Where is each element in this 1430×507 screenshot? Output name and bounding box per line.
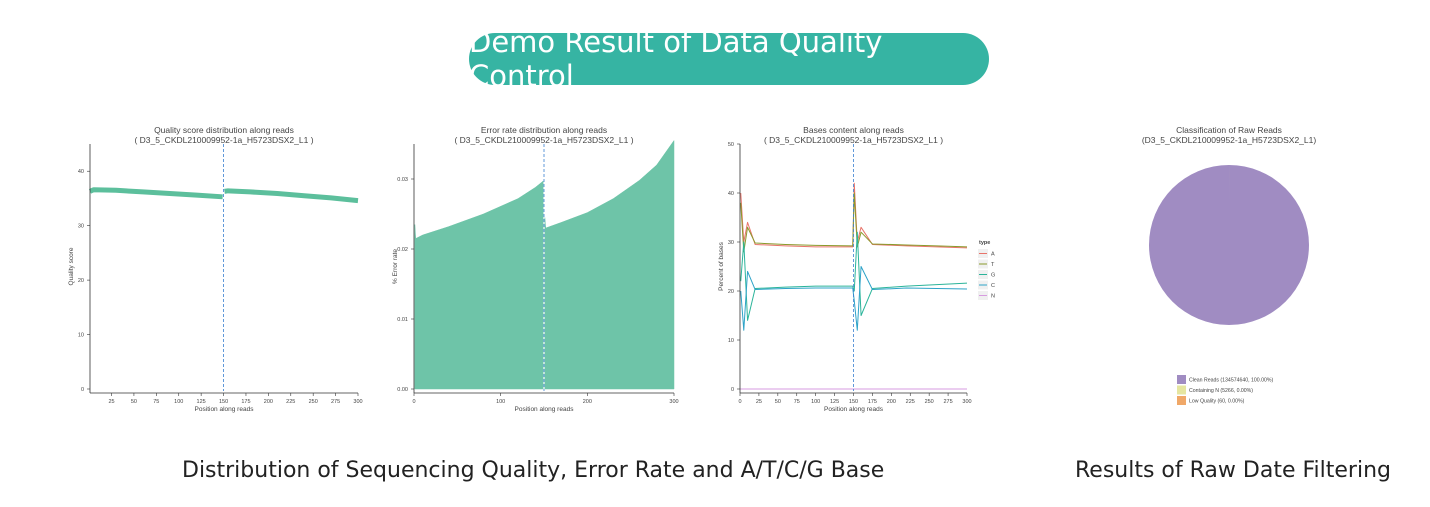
x-axis-label: Position along reads bbox=[824, 406, 884, 413]
y-tick-label: 20 bbox=[728, 289, 734, 295]
legend-label-0: Clean Reads (134574640, 100.00%) bbox=[1189, 378, 1273, 384]
y-tick-label: 50 bbox=[728, 142, 734, 148]
legend-label-T: T bbox=[991, 262, 995, 268]
x-tick-label: 300 bbox=[962, 399, 971, 405]
quality-score-chart-svg: Quality score distribution along reads( … bbox=[68, 125, 363, 413]
error-rate-area-0 bbox=[414, 180, 544, 390]
legend-label-A: A bbox=[991, 252, 995, 258]
x-tick-label: 150 bbox=[219, 399, 228, 405]
x-tick-label: 175 bbox=[868, 399, 877, 405]
x-tick-label: 100 bbox=[496, 399, 505, 405]
y-tick-label: 0.01 bbox=[397, 317, 408, 323]
x-tick-label: 75 bbox=[153, 399, 159, 405]
y-axis-label: % Error rate bbox=[392, 249, 399, 284]
legend-key-2 bbox=[1177, 396, 1186, 405]
x-tick-label: 275 bbox=[331, 399, 340, 405]
x-tick-label: 175 bbox=[241, 399, 250, 405]
x-tick-label: 25 bbox=[756, 399, 762, 405]
x-tick-label: 0 bbox=[412, 399, 415, 405]
chart-title: Quality score distribution along reads bbox=[154, 125, 294, 135]
legend-label-C: C bbox=[991, 283, 995, 289]
x-tick-label: 100 bbox=[174, 399, 183, 405]
error-rate-area-1 bbox=[544, 139, 675, 390]
y-axis-label: Quality score bbox=[68, 247, 75, 285]
x-tick-label: 225 bbox=[906, 399, 915, 405]
chart-title: Error rate distribution along reads bbox=[481, 125, 607, 135]
x-tick-label: 50 bbox=[131, 399, 137, 405]
series-line-0 bbox=[88, 187, 223, 200]
x-tick-label: 300 bbox=[669, 399, 678, 405]
raw-reads-pie-chart-svg: Classification of Raw Reads(D3_5_CKDL210… bbox=[1142, 125, 1317, 405]
x-axis-label: Position along reads bbox=[515, 406, 575, 413]
y-tick-label: 10 bbox=[728, 338, 734, 344]
raw-reads-pie-chart: Classification of Raw Reads (D3_5_CKDL210… bbox=[1119, 124, 1339, 414]
y-tick-label: 0.03 bbox=[397, 177, 408, 183]
x-tick-label: 250 bbox=[925, 399, 934, 405]
y-tick-label: 30 bbox=[78, 224, 84, 230]
x-axis-label: Position along reads bbox=[195, 406, 255, 413]
page-banner: Demo Result of Data Quality Control bbox=[469, 25, 989, 93]
x-tick-label: 275 bbox=[943, 399, 952, 405]
y-tick-label: 20 bbox=[78, 278, 84, 284]
chart-title: Bases content along reads bbox=[803, 125, 904, 135]
caption-left: Distribution of Sequencing Quality, Erro… bbox=[182, 458, 885, 483]
series-line-G bbox=[740, 231, 968, 321]
y-tick-label: 0.00 bbox=[397, 387, 408, 393]
y-tick-label: 40 bbox=[728, 191, 734, 197]
chart-subtitle: ( D3_5_CKDL210009952-1a_H5723DSX2_L1 ) bbox=[764, 135, 943, 145]
x-tick-label: 125 bbox=[830, 399, 839, 405]
chart-subtitle: (D3_5_CKDL210009952-1a_H5723DSX2_L1) bbox=[1142, 135, 1317, 145]
y-tick-label: 10 bbox=[78, 333, 84, 339]
series-line-1 bbox=[224, 188, 359, 204]
legend-label-G: G bbox=[991, 273, 995, 279]
x-tick-label: 75 bbox=[794, 399, 800, 405]
x-tick-label: 250 bbox=[309, 399, 318, 405]
x-tick-label: 0 bbox=[738, 399, 741, 405]
y-tick-label: 0 bbox=[81, 387, 84, 393]
y-tick-label: 40 bbox=[78, 169, 84, 175]
x-tick-label: 25 bbox=[108, 399, 114, 405]
y-tick-label: 0 bbox=[731, 387, 734, 393]
bases-content-chart-svg: Bases content along reads( D3_5_CKDL2100… bbox=[718, 125, 995, 413]
quality-score-chart: Quality score distribution along reads( … bbox=[60, 124, 370, 419]
x-tick-label: 100 bbox=[811, 399, 820, 405]
bases-content-chart: Bases content along reads( D3_5_CKDL2100… bbox=[712, 124, 1007, 419]
banner-title: Demo Result of Data Quality Control bbox=[469, 25, 883, 93]
legend-label-2: Low Quality (60, 0.00%) bbox=[1189, 399, 1245, 405]
caption-right: Results of Raw Date Filtering bbox=[1075, 458, 1391, 483]
y-tick-label: 0.02 bbox=[397, 247, 408, 253]
x-tick-label: 200 bbox=[583, 399, 592, 405]
y-tick-label: 30 bbox=[728, 240, 734, 246]
x-tick-label: 200 bbox=[887, 399, 896, 405]
error-rate-chart: Error rate distribution along reads( D3_… bbox=[382, 124, 682, 419]
legend-key-0 bbox=[1177, 375, 1186, 384]
x-tick-label: 50 bbox=[775, 399, 781, 405]
legend-title: type bbox=[979, 240, 990, 246]
x-tick-label: 225 bbox=[286, 399, 295, 405]
legend-label-1: Containing N (5266, 0.00%) bbox=[1189, 388, 1253, 394]
x-tick-label: 300 bbox=[353, 399, 362, 405]
chart-subtitle: ( D3_5_CKDL210009952-1a_H5723DSX2_L1 ) bbox=[454, 135, 633, 145]
chart-title: Classification of Raw Reads bbox=[1176, 125, 1282, 135]
x-tick-label: 125 bbox=[197, 399, 206, 405]
x-tick-label: 200 bbox=[264, 399, 273, 405]
y-axis-label: Percent of bases bbox=[718, 241, 725, 291]
x-tick-label: 150 bbox=[849, 399, 858, 405]
error-rate-chart-svg: Error rate distribution along reads( D3_… bbox=[392, 125, 679, 413]
chart-subtitle: ( D3_5_CKDL210009952-1a_H5723DSX2_L1 ) bbox=[134, 135, 313, 145]
legend-label-N: N bbox=[991, 294, 995, 300]
legend-key-1 bbox=[1177, 385, 1186, 395]
